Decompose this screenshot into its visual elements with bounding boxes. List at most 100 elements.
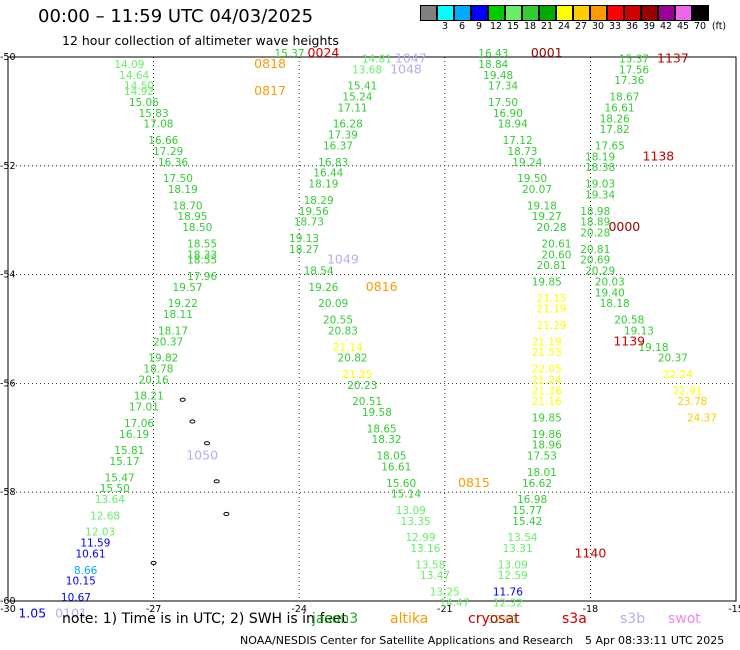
pass-time-label: 0815 bbox=[458, 475, 490, 490]
wave-height-value: 16.61 bbox=[604, 102, 634, 114]
scale-swatch bbox=[454, 5, 471, 21]
wave-height-value: 18.73 bbox=[507, 146, 537, 158]
wave-height-value: 18.78 bbox=[143, 364, 173, 376]
wave-height-value: 13.47 bbox=[420, 570, 450, 582]
wave-height-value: 24.37 bbox=[687, 412, 717, 424]
wave-height-value: 12.32 bbox=[493, 597, 523, 609]
wave-height-value: 10.15 bbox=[66, 576, 96, 588]
wave-height-value: 11.59 bbox=[80, 538, 110, 550]
scale-label: 6 bbox=[458, 21, 466, 32]
scale-label: 9 bbox=[475, 21, 483, 32]
legend-altika: altika bbox=[390, 611, 429, 627]
pass-time-label: 1138 bbox=[642, 148, 674, 163]
wave-height-value: 13.54 bbox=[507, 532, 537, 544]
wave-height-value: 18.38 bbox=[585, 162, 615, 174]
wave-height-value: 21.25 bbox=[342, 369, 372, 381]
latitude-tick-label: -60 bbox=[0, 596, 16, 607]
scale-label: 70 bbox=[693, 21, 707, 32]
wave-height-value: 17.36 bbox=[614, 75, 644, 87]
pass-time-label: 1140 bbox=[574, 545, 606, 560]
scale-label: 39 bbox=[642, 21, 656, 32]
scale-swatch bbox=[539, 5, 556, 21]
wave-height-value: 8.66 bbox=[74, 565, 98, 577]
wave-height-value: 20.29 bbox=[585, 266, 615, 278]
scale-label: 12 bbox=[489, 21, 503, 32]
scale-swatch bbox=[505, 5, 522, 21]
wave-height-value: 17.96 bbox=[187, 271, 217, 283]
wave-height-value: 18.50 bbox=[182, 222, 212, 234]
legend-s3a: s3a bbox=[562, 611, 587, 627]
latitude-tick-label: -50 bbox=[0, 52, 16, 63]
wave-height-value: 20.81 bbox=[580, 244, 610, 256]
wave-height-value: 21.24 bbox=[532, 374, 562, 386]
wave-height-value: 18.96 bbox=[532, 440, 562, 452]
scale-label: 15 bbox=[506, 21, 520, 32]
pass-time-label: 1047 bbox=[395, 50, 427, 65]
island-outline bbox=[179, 397, 186, 402]
wave-height-value: 18.98 bbox=[580, 206, 610, 218]
wave-height-value: 18.17 bbox=[158, 325, 188, 337]
wave-height-value: 20.09 bbox=[318, 298, 348, 310]
island-outline bbox=[189, 419, 196, 424]
wave-height-value: 19.82 bbox=[148, 353, 178, 365]
wave-height-value: 15.50 bbox=[100, 483, 130, 495]
scale-label: 33 bbox=[608, 21, 622, 32]
wave-height-value: 19.34 bbox=[585, 189, 615, 201]
wave-height-value: 20.37 bbox=[658, 353, 688, 365]
wave-height-value: 19.13 bbox=[624, 325, 654, 337]
wave-height-value: 15.24 bbox=[342, 92, 372, 104]
wave-height-value: 13.68 bbox=[352, 64, 382, 76]
wave-height-value: 16.19 bbox=[119, 429, 149, 441]
pass-time-label: 1.05 bbox=[18, 605, 46, 620]
wave-height-value: 18.94 bbox=[498, 119, 528, 131]
wave-height-value: 17.08 bbox=[143, 119, 173, 131]
scale-label: 3 bbox=[441, 21, 449, 32]
wave-height-value: 14.47 bbox=[439, 597, 469, 609]
wave-height-value: 15.42 bbox=[512, 516, 542, 528]
legend-jason3: jason3 bbox=[312, 611, 359, 627]
wave-height-value: 18.33 bbox=[187, 249, 217, 261]
wave-height-value: 10.61 bbox=[75, 548, 105, 560]
pass-time-label: 1139 bbox=[613, 333, 645, 348]
wave-height-value: 13.35 bbox=[401, 516, 431, 528]
wave-height-value: 18.70 bbox=[173, 200, 203, 212]
wave-height-value: 19.56 bbox=[299, 206, 329, 218]
scale-swatch bbox=[437, 5, 454, 21]
credit-line: NOAA/NESDIS Center for Satellite Applica… bbox=[240, 634, 574, 647]
wave-height-value: 19.18 bbox=[638, 342, 668, 354]
wave-height-value: 20.03 bbox=[595, 276, 625, 288]
island-outline bbox=[223, 511, 230, 517]
wave-height-value: 18.95 bbox=[177, 211, 207, 223]
wave-height-value: 19.27 bbox=[532, 211, 562, 223]
wave-height-value: 17.01 bbox=[129, 402, 159, 414]
longitude-tick-label: -30 bbox=[0, 604, 16, 615]
island-outline bbox=[213, 479, 220, 484]
wave-height-value: 19.58 bbox=[362, 407, 392, 419]
wave-height-value: 20.83 bbox=[328, 325, 358, 337]
wave-height-value: 20.51 bbox=[352, 396, 382, 408]
wave-height-value: 21.16 bbox=[532, 396, 562, 408]
scale-label: 45 bbox=[676, 21, 690, 32]
wave-height-value: 19.85 bbox=[532, 412, 562, 424]
pass-time-label: 1049 bbox=[327, 252, 359, 267]
wave-height-value: 20.28 bbox=[537, 222, 567, 234]
wave-height-value: 15.37 bbox=[274, 48, 304, 60]
wave-height-value: 13.64 bbox=[95, 494, 125, 506]
longitude-tick-label: -15 bbox=[728, 604, 740, 615]
wave-height-value: 19.40 bbox=[595, 287, 625, 299]
latitude-tick-label: -52 bbox=[0, 161, 16, 172]
wave-height-value: 11.76 bbox=[493, 587, 523, 599]
scale-swatch bbox=[573, 5, 590, 21]
wave-height-value: 18.27 bbox=[289, 244, 319, 256]
scale-swatch bbox=[675, 5, 692, 21]
wave-height-value: 12.01 bbox=[488, 614, 518, 626]
scale-unit: (ft) bbox=[711, 21, 727, 32]
scale-swatch bbox=[488, 5, 505, 21]
wave-height-value: 18.32 bbox=[372, 434, 402, 446]
wave-height-value: 16.98 bbox=[517, 494, 547, 506]
wave-height-value: 15.60 bbox=[386, 478, 416, 490]
wave-height-value: 17.29 bbox=[153, 146, 183, 158]
wave-height-value: 22.91 bbox=[672, 385, 702, 397]
wave-height-value: 19.26 bbox=[308, 282, 338, 294]
wave-height-value: 17.11 bbox=[338, 102, 368, 114]
